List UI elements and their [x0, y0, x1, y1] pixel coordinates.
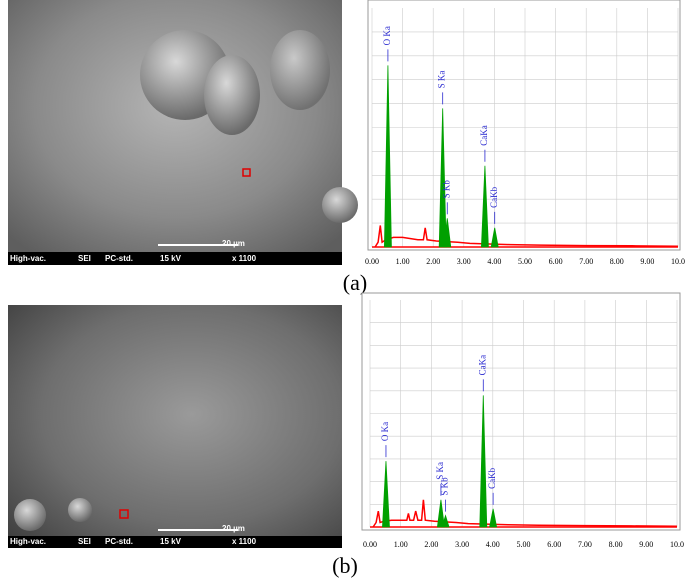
- image-label: High-vac.: [10, 254, 46, 263]
- peak: [441, 514, 450, 528]
- x-tick-label: 1.00: [394, 540, 408, 549]
- x-tick-label: 6.00: [547, 540, 561, 549]
- image-label: 15 kV: [160, 254, 182, 263]
- peak-label: S Kb: [440, 477, 450, 496]
- peak: [384, 65, 392, 248]
- peak-label: CaKa: [477, 355, 487, 376]
- x-tick-label: 8.00: [610, 257, 624, 266]
- x-tick-label: 0.00: [365, 257, 379, 266]
- image-label: SEI: [78, 254, 91, 263]
- x-tick-label: 1.00: [396, 257, 410, 266]
- scale-bar-label: 20 µm: [222, 239, 245, 248]
- x-tick-label: 6.00: [549, 257, 563, 266]
- x-tick-label: 7.00: [579, 257, 593, 266]
- x-tick-label: 0.00: [363, 540, 377, 549]
- x-tick-label: 5.00: [518, 257, 532, 266]
- image-label: PC-std.: [105, 254, 133, 263]
- x-tick-label: 4.00: [486, 540, 500, 549]
- caption: (b): [332, 553, 358, 578]
- image-label: SEI: [78, 537, 91, 546]
- image-label: PC-std.: [105, 537, 133, 546]
- x-tick-label: 3.00: [455, 540, 469, 549]
- peak: [480, 165, 489, 248]
- sem-image: [8, 305, 342, 548]
- spectrum-line: [374, 225, 679, 248]
- x-tick-label: 10.0: [671, 257, 685, 266]
- x-tick-label: 2.00: [426, 257, 440, 266]
- x-tick-label: 4.00: [487, 257, 501, 266]
- peak-label: CaKb: [487, 467, 497, 488]
- peak-label: O Ka: [382, 26, 392, 45]
- plot-frame: [367, 0, 681, 251]
- x-tick-label: 9.00: [640, 257, 654, 266]
- peak-label: CaKa: [479, 125, 489, 146]
- x-tick-label: 3.00: [457, 257, 471, 266]
- peak: [490, 227, 499, 248]
- peak: [489, 508, 498, 528]
- image-label: 15 kV: [160, 537, 182, 546]
- peak-label: S Kb: [441, 180, 451, 199]
- image-label: x 1100: [232, 254, 257, 263]
- peak: [443, 218, 452, 248]
- x-tick-label: 10.0: [670, 540, 684, 549]
- x-tick-label: 5.00: [517, 540, 531, 549]
- scale-bar-label: 20 µm: [222, 524, 245, 533]
- image-label: High-vac.: [10, 537, 46, 546]
- image-label: x 1100: [232, 537, 257, 546]
- x-tick-label: 9.00: [639, 540, 653, 549]
- x-tick-label: 8.00: [609, 540, 623, 549]
- peak-label: O Ka: [380, 422, 390, 441]
- peak: [438, 108, 447, 248]
- x-tick-label: 7.00: [578, 540, 592, 549]
- peak: [382, 461, 390, 528]
- caption: (a): [343, 270, 367, 295]
- sem-image: [8, 0, 358, 265]
- peak-label: S Ka: [437, 71, 447, 89]
- x-tick-label: 2.00: [424, 540, 438, 549]
- peak: [436, 499, 445, 528]
- peak-label: S Ka: [435, 462, 445, 480]
- peak-label: CaKb: [489, 186, 499, 207]
- peak: [479, 395, 488, 528]
- plot-frame: [361, 292, 681, 531]
